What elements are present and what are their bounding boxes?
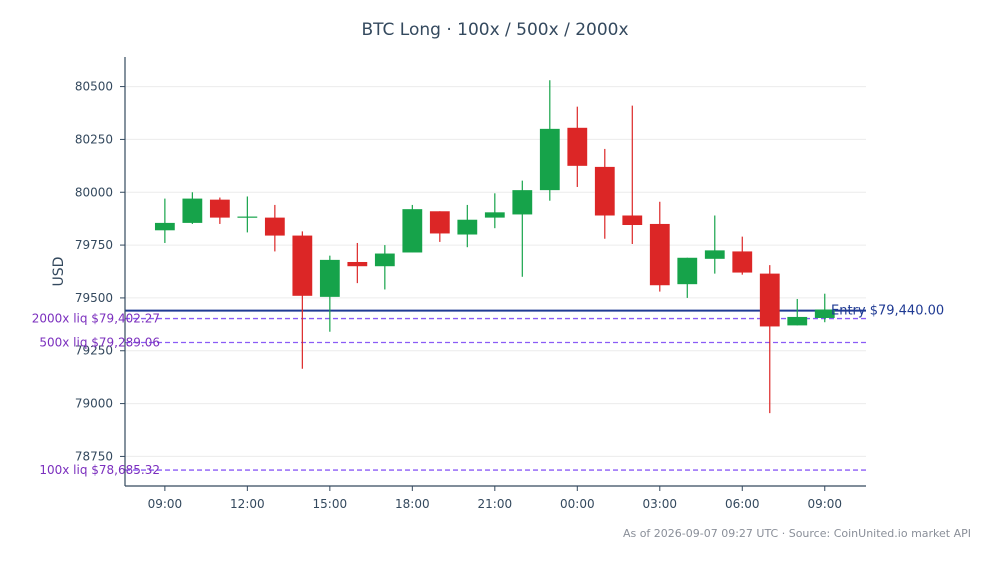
axes: 78750 79000 79250 79500 79750 80000 80250 80500… (51, 57, 866, 511)
y-tick-label: 79750 (75, 238, 113, 252)
candle-body (539, 128, 560, 191)
candle (182, 192, 203, 224)
candle-body (567, 127, 588, 166)
liquidation-label-liq500: 500x liq $79,289.06 (39, 335, 160, 349)
y-tick-label: 79000 (75, 397, 113, 411)
candle (154, 198, 175, 243)
candle-body (182, 198, 203, 223)
candle-body (402, 209, 423, 253)
x-tick-label: 00:00 (560, 497, 595, 511)
y-tick-label: 78750 (75, 449, 113, 463)
candle (264, 204, 285, 252)
candle-body (677, 257, 698, 285)
candle-body (484, 212, 505, 218)
chart-title: BTC Long · 100x / 500x / 2000x (361, 20, 629, 40)
candle (319, 255, 340, 332)
y-tick-label: 80500 (75, 80, 113, 94)
x-tick-label: 18:00 (395, 497, 430, 511)
liquidation-label-liq2000: 2000x liq $79,402.27 (32, 312, 160, 326)
candle (759, 265, 780, 414)
candle (512, 180, 533, 277)
candle (484, 193, 505, 229)
candle-body (429, 211, 450, 234)
candle (402, 204, 423, 253)
source-footnote: As of 2026-09-07 09:27 UTC · Source: Coi… (622, 527, 971, 540)
entry-line-label: Entry $79,440.00 (831, 304, 944, 319)
x-tick-label: 21:00 (478, 497, 513, 511)
candle-body (622, 215, 643, 226)
candle (787, 298, 808, 326)
x-tick-label: 09:00 (807, 497, 842, 511)
candles (154, 80, 835, 414)
candle (704, 215, 725, 274)
x-tick-label: 03:00 (642, 497, 677, 511)
y-tick-label: 79250 (75, 344, 113, 358)
candle (209, 197, 230, 224)
candle-body (237, 216, 258, 218)
candle (649, 201, 670, 292)
candle (814, 293, 835, 323)
candle (237, 196, 258, 233)
candle-body (209, 199, 230, 218)
candle-body (154, 222, 175, 231)
candle-body (347, 261, 368, 267)
candle (539, 80, 560, 201)
line-labels: Entry $79,440.00 2000x liq $79,402.27 500x… (32, 304, 944, 477)
candle-body (264, 217, 285, 236)
candle (457, 204, 478, 248)
candle (732, 236, 753, 275)
candle (594, 148, 615, 239)
candle (374, 245, 395, 290)
y-tick-label: 80000 (75, 185, 113, 199)
candle (622, 105, 643, 245)
candle-body (319, 259, 340, 297)
candle-body (704, 250, 725, 259)
liquidation-label-liq100: 100x liq $78,685.32 (39, 463, 160, 477)
candle-body (732, 251, 753, 273)
reference-lines (125, 309, 866, 471)
candle-body (594, 166, 615, 216)
candle (347, 242, 368, 284)
candle (429, 211, 450, 242)
candle-body (374, 253, 395, 267)
candle-body (292, 235, 313, 296)
x-tick-label: 09:00 (148, 497, 183, 511)
candle (292, 231, 313, 369)
y-tick-label: 79500 (75, 291, 113, 305)
candle-body (457, 219, 478, 235)
y-axis-title: USD (51, 257, 67, 287)
x-tick-label: 12:00 (230, 497, 265, 511)
gridlines (125, 86, 866, 457)
candle (677, 257, 698, 298)
x-tick-label: 15:00 (313, 497, 348, 511)
candle-body (814, 309, 835, 318)
candle-body (512, 190, 533, 215)
candle (567, 106, 588, 187)
candle-body (649, 223, 670, 286)
candle-body (787, 316, 808, 326)
y-tick-label: 80250 (75, 132, 113, 146)
candle-body (759, 273, 780, 327)
x-tick-label: 06:00 (725, 497, 760, 511)
